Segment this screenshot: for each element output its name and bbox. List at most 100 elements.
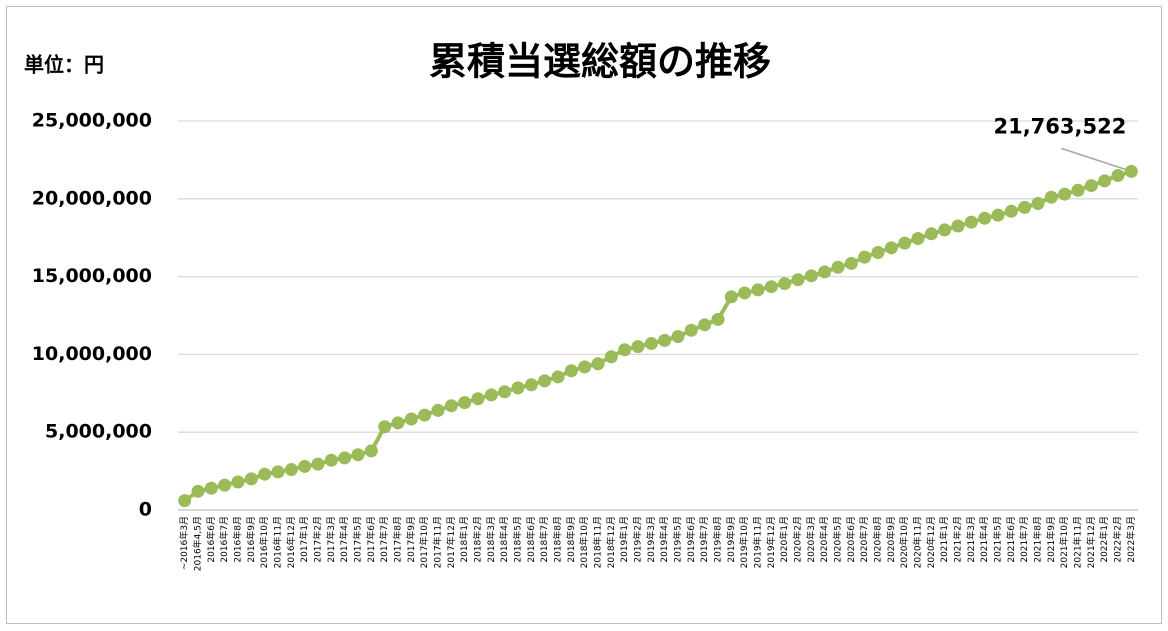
x-tick-label: 2019年10月 <box>738 516 750 568</box>
marker <box>1031 196 1045 210</box>
marker <box>818 265 832 279</box>
x-tick-label: ~2016年3月 <box>178 516 190 570</box>
marker <box>711 312 725 326</box>
marker <box>658 333 672 347</box>
marker <box>271 465 285 479</box>
x-tick-label: 2021年4月 <box>978 516 990 563</box>
marker <box>311 457 325 471</box>
marker <box>1044 190 1058 204</box>
marker <box>431 403 445 417</box>
marker <box>244 472 258 486</box>
marker <box>511 381 525 395</box>
marker <box>178 494 192 508</box>
x-tick-label: 2018年12月 <box>605 516 617 568</box>
x-tick-label: 2021年9月 <box>1045 516 1057 563</box>
x-tick-label: 2017年10月 <box>418 516 430 568</box>
marker <box>578 360 592 374</box>
marker <box>524 378 538 392</box>
y-tick-label: 5,000,000 <box>45 421 152 443</box>
x-tick-label: 2016年12月 <box>285 516 297 568</box>
x-tick-label: 2016年9月 <box>245 516 257 563</box>
marker <box>444 399 458 413</box>
x-tick-label: 2020年5月 <box>832 516 844 563</box>
x-tick-label: 2016年8月 <box>232 516 244 563</box>
marker <box>951 219 965 233</box>
x-tick-label: 2017年5月 <box>352 516 364 563</box>
marker <box>1084 179 1098 193</box>
marker <box>484 388 498 402</box>
x-tick-label: 2017年11月 <box>432 516 444 568</box>
x-tick-label: 2020年1月 <box>778 516 790 563</box>
marker <box>844 256 858 270</box>
x-tick-label: 2018年9月 <box>565 516 577 563</box>
x-tick-label: 2017年7月 <box>378 516 390 563</box>
x-tick-label: 2020年7月 <box>858 516 870 563</box>
x-tick-label: 2018年4月 <box>498 516 510 563</box>
x-tick-label: 2020年12月 <box>925 516 937 568</box>
x-tick-label: 2016年6月 <box>205 516 217 563</box>
marker <box>538 374 552 388</box>
marker <box>618 343 632 357</box>
marker <box>1071 183 1085 197</box>
marker <box>724 290 738 304</box>
x-tick-label: 2021年3月 <box>965 516 977 563</box>
leader-line <box>1061 147 1126 171</box>
x-tick-label: 2017年1月 <box>298 516 310 563</box>
y-axis-unit: 単位：円 <box>24 53 104 77</box>
marker <box>284 463 298 477</box>
chart-title: 累積当選総額の推移 <box>429 40 771 84</box>
marker <box>1058 187 1072 201</box>
x-tick-label: 2018年10月 <box>578 516 590 568</box>
x-tick-label: 2022年1月 <box>1098 516 1110 563</box>
marker <box>764 280 778 294</box>
x-tick-label: 2019年4月 <box>658 516 670 563</box>
x-tick-label: 2018年6月 <box>525 516 537 563</box>
x-tick-label: 2021年12月 <box>1085 516 1097 568</box>
x-tick-label: 2021年8月 <box>1032 516 1044 563</box>
marker <box>698 318 712 332</box>
x-tick-label: 2017年3月 <box>325 516 337 563</box>
marker <box>258 467 272 481</box>
x-tick-label: 2017年8月 <box>392 516 404 563</box>
x-tick-label: 2022年3月 <box>1125 516 1137 563</box>
x-tick-label: 2021年6月 <box>1005 516 1017 563</box>
marker <box>404 412 418 426</box>
marker <box>191 484 205 498</box>
x-tick-label: 2020年2月 <box>792 516 804 563</box>
y-tick-label: 25,000,000 <box>32 110 152 132</box>
marker <box>738 286 752 300</box>
y-tick-label: 10,000,000 <box>32 343 152 365</box>
marker <box>804 269 818 283</box>
marker <box>884 241 898 255</box>
marker <box>751 283 765 297</box>
marker <box>831 260 845 274</box>
marker <box>898 236 912 250</box>
marker <box>871 245 885 259</box>
marker <box>791 273 805 287</box>
x-tick-label: 2018年8月 <box>552 516 564 563</box>
marker <box>644 337 658 351</box>
marker <box>231 475 245 489</box>
marker <box>1111 168 1125 182</box>
x-tick-label: 2021年7月 <box>1018 516 1030 563</box>
x-tick-label: 2019年3月 <box>645 516 657 563</box>
marker <box>378 420 392 434</box>
marker <box>1018 200 1032 214</box>
marker <box>324 453 338 467</box>
marker <box>938 223 952 237</box>
x-tick-label: 2020年9月 <box>885 516 897 563</box>
x-tick-label: 2018年11月 <box>592 516 604 568</box>
marker <box>498 385 512 399</box>
marker <box>298 459 312 473</box>
x-tick-label: 2020年10月 <box>898 516 910 568</box>
x-tick-label: 2020年4月 <box>818 516 830 563</box>
x-tick-label: 2018年3月 <box>485 516 497 563</box>
marker <box>631 340 645 354</box>
x-tick-label: 2016年10月 <box>258 516 270 568</box>
chart-border <box>6 6 1162 624</box>
marker <box>604 350 618 364</box>
x-tick-label: 2020年8月 <box>872 516 884 563</box>
data-label: 21,763,522 <box>993 114 1126 138</box>
x-tick-label: 2019年5月 <box>672 516 684 563</box>
x-tick-label: 2016年4,5月 <box>192 516 204 571</box>
